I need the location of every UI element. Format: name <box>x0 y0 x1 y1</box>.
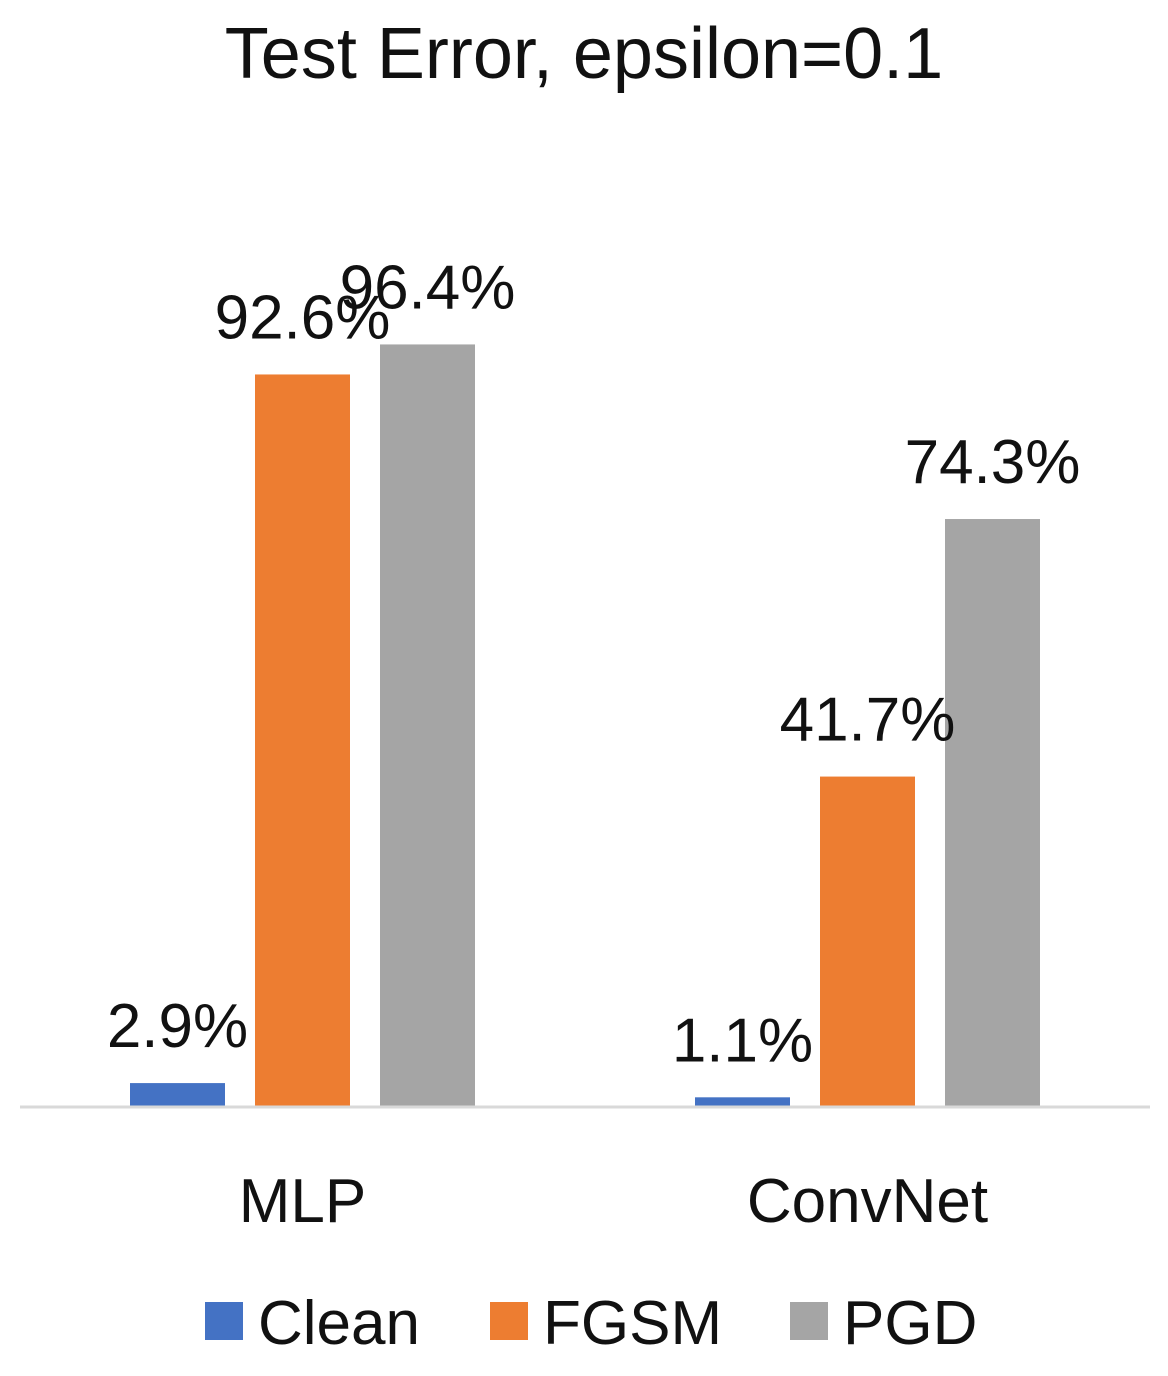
bar-convnet-fgsm <box>820 776 915 1106</box>
legend-label-pgd: PGD <box>843 1289 977 1358</box>
legend: Clean FGSM PGD <box>205 1289 977 1358</box>
data-label-mlp-pgd: 96.4% <box>340 253 516 322</box>
category-label-convnet: ConvNet <box>747 1167 988 1236</box>
legend-swatch-pgd <box>790 1302 828 1340</box>
legend-label-fgsm: FGSM <box>543 1289 722 1358</box>
category-labels: MLP ConvNet <box>239 1167 988 1236</box>
bar-mlp-clean <box>130 1083 225 1106</box>
data-label-mlp-clean: 2.9% <box>107 992 248 1061</box>
legend-swatch-clean <box>205 1302 243 1340</box>
data-label-convnet-clean: 1.1% <box>672 1006 813 1075</box>
category-label-mlp: MLP <box>239 1167 366 1236</box>
chart-title: Test Error, epsilon=0.1 <box>225 14 943 94</box>
legend-swatch-fgsm <box>490 1302 528 1340</box>
data-label-mlp-fgsm: 92.6% <box>215 283 391 352</box>
bar-mlp-pgd <box>380 344 475 1106</box>
bar-convnet-clean <box>695 1097 790 1106</box>
data-labels-layer: 2.9% 92.6%96.4% 1.1% 41.7% 74.3% <box>107 253 1081 1075</box>
bar-mlp-fgsm <box>255 374 350 1107</box>
legend-label-clean: Clean <box>258 1289 420 1358</box>
bar-convnet-pgd <box>945 519 1040 1106</box>
bars-layer <box>130 344 1040 1107</box>
data-label-convnet-pgd: 74.3% <box>905 428 1081 497</box>
data-label-convnet-fgsm: 41.7% <box>780 686 956 755</box>
